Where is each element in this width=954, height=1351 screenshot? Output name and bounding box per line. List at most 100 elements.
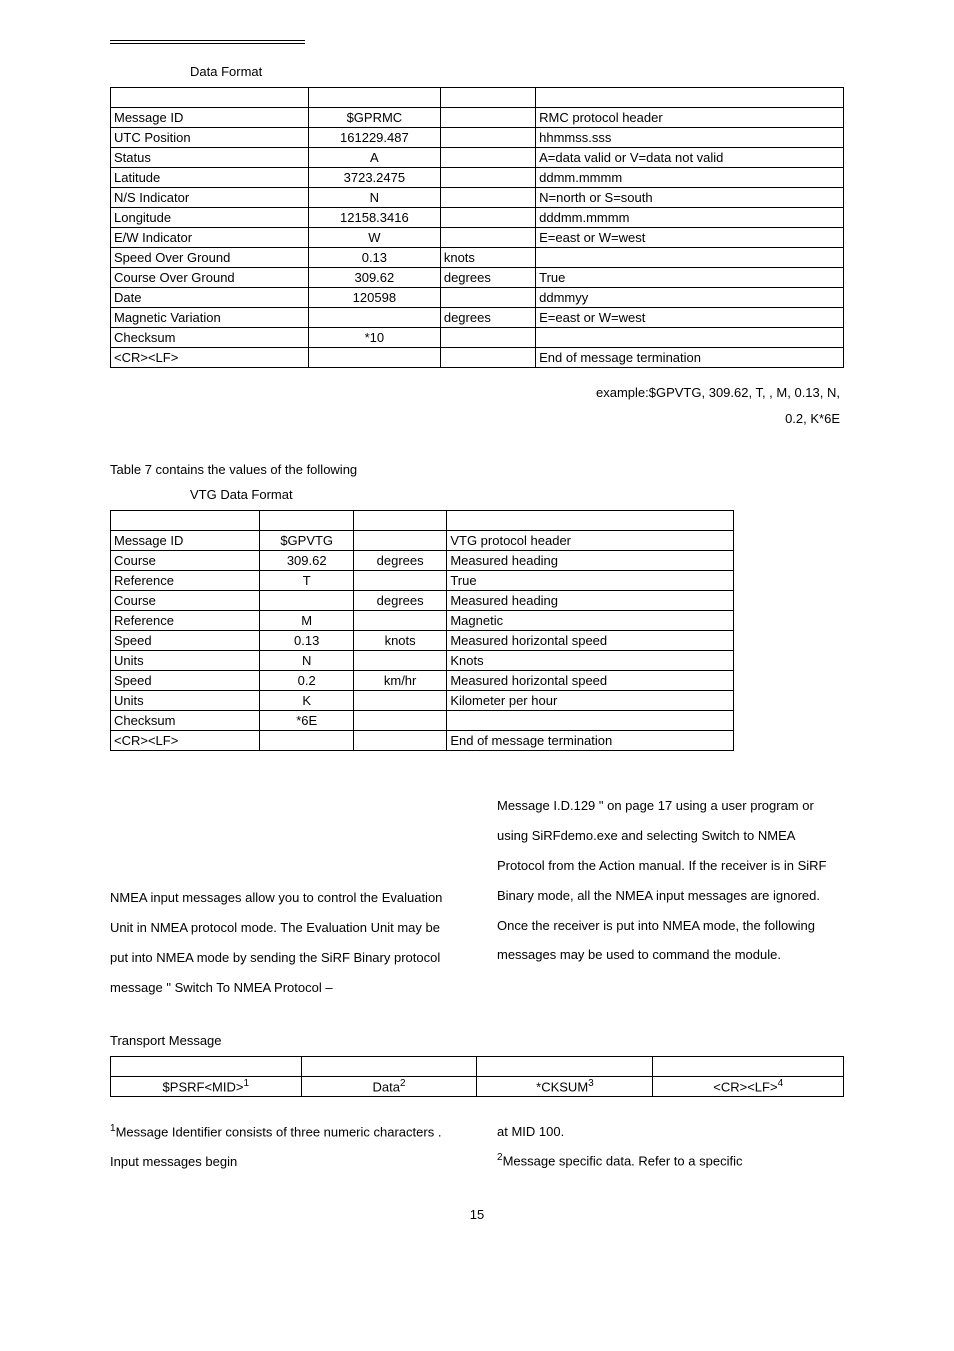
rmc-table-caption: Data Format <box>190 64 844 79</box>
table-cell: Longitude <box>111 208 309 228</box>
table-cell: Reference <box>111 571 260 591</box>
table-cell: *10 <box>308 328 440 348</box>
table-cell <box>353 531 446 551</box>
table-cell: dddmm.mmmm <box>536 208 844 228</box>
vtg-table-caption: VTG Data Format <box>190 487 844 502</box>
table-header-cell <box>353 511 446 531</box>
body-right-col: Message I.D.129 " on page 17 using a use… <box>497 791 844 1003</box>
table-cell: Measured heading <box>447 591 734 611</box>
footnote-left: 1Message Identifier consists of three nu… <box>110 1117 457 1177</box>
table-cell: degrees <box>353 551 446 571</box>
table-cell: W <box>308 228 440 248</box>
table-cell: km/hr <box>353 671 446 691</box>
body-left-text: NMEA input messages allow you to control… <box>110 890 442 995</box>
table-cell: E=east or W=west <box>536 308 844 328</box>
table-cell: 309.62 <box>260 551 353 571</box>
table-header-cell <box>536 88 844 108</box>
table-cell <box>353 651 446 671</box>
table-cell: 0.13 <box>308 248 440 268</box>
footnote-right-top: at MID 100. <box>497 1124 564 1139</box>
table-cell: K <box>260 691 353 711</box>
table-cell: N <box>308 188 440 208</box>
table-cell: Units <box>111 691 260 711</box>
table-cell: <CR><LF> <box>111 348 309 368</box>
table-cell <box>353 731 446 751</box>
table-cell <box>260 591 353 611</box>
table-cell: A=data valid or V=data not valid <box>536 148 844 168</box>
table-cell: E/W Indicator <box>111 228 309 248</box>
table-cell: RMC protocol header <box>536 108 844 128</box>
table-cell <box>353 711 446 731</box>
table-header-cell <box>447 511 734 531</box>
table-cell: degrees <box>353 591 446 611</box>
footnotes: 1Message Identifier consists of three nu… <box>110 1117 844 1177</box>
table-cell: *CKSUM3 <box>477 1076 653 1096</box>
table-cell: End of message termination <box>536 348 844 368</box>
table-cell: N/S Indicator <box>111 188 309 208</box>
table-header-cell <box>440 88 535 108</box>
footnote-right-text: Message specific data. Refer to a specif… <box>503 1154 743 1169</box>
page-number: 15 <box>110 1207 844 1222</box>
table-cell: Measured horizontal speed <box>447 671 734 691</box>
table-cell <box>353 611 446 631</box>
table-cell: Checksum <box>111 328 309 348</box>
table-cell: ddmmyy <box>536 288 844 308</box>
table-cell: Measured horizontal speed <box>447 631 734 651</box>
transport-table: $PSRF<MID>1Data2*CKSUM3<CR><LF>4 <box>110 1056 844 1097</box>
table-cell: Speed <box>111 671 260 691</box>
table-cell: Kilometer per hour <box>447 691 734 711</box>
table-cell: <CR><LF> <box>111 731 260 751</box>
table-cell <box>536 248 844 268</box>
body-left-col: NMEA input messages allow you to control… <box>110 791 457 1003</box>
table-cell <box>440 288 535 308</box>
table-cell: Data2 <box>301 1076 477 1096</box>
table-cell <box>447 711 734 731</box>
table-cell: Course Over Ground <box>111 268 309 288</box>
table-cell: 3723.2475 <box>308 168 440 188</box>
body-columns: NMEA input messages allow you to control… <box>110 791 844 1003</box>
table-cell: Measured heading <box>447 551 734 571</box>
table-cell: $GPRMC <box>308 108 440 128</box>
table-cell: $PSRF<MID>1 <box>111 1076 302 1096</box>
table-cell: knots <box>353 631 446 651</box>
table-cell: Date <box>111 288 309 308</box>
table-cell: M <box>260 611 353 631</box>
example-line-1: example:$GPVTG, 309.62, T, , M, 0.13, N, <box>596 385 840 400</box>
table-cell <box>440 108 535 128</box>
body-right-text: Message I.D.129 " on page 17 using a use… <box>497 798 826 962</box>
table-cell: UTC Position <box>111 128 309 148</box>
table-cell <box>440 188 535 208</box>
table-cell: Magnetic Variation <box>111 308 309 328</box>
table-cell: ddmm.mmmm <box>536 168 844 188</box>
table-cell <box>308 308 440 328</box>
table-cell: 0.13 <box>260 631 353 651</box>
table-cell: <CR><LF>4 <box>653 1076 844 1096</box>
table-cell: Message ID <box>111 108 309 128</box>
example-text: example:$GPVTG, 309.62, T, , M, 0.13, N,… <box>110 380 844 432</box>
table-cell: Knots <box>447 651 734 671</box>
table-cell: N=north or S=south <box>536 188 844 208</box>
table-header-cell <box>301 1056 477 1076</box>
table-header-cell <box>477 1056 653 1076</box>
table-cell: Status <box>111 148 309 168</box>
table-cell: True <box>536 268 844 288</box>
table-header-cell <box>260 511 353 531</box>
table-header-cell <box>111 88 309 108</box>
table-cell: knots <box>440 248 535 268</box>
table-cell <box>440 228 535 248</box>
table-cell: 12158.3416 <box>308 208 440 228</box>
table-cell <box>353 691 446 711</box>
table-header-cell <box>653 1056 844 1076</box>
table-cell: VTG protocol header <box>447 531 734 551</box>
rmc-table: Message ID$GPRMC RMC protocol header UTC P… <box>110 87 844 368</box>
table-cell <box>536 328 844 348</box>
table-cell: T <box>260 571 353 591</box>
table-header-cell <box>111 1056 302 1076</box>
table-cell: Magnetic <box>447 611 734 631</box>
table-cell: Course <box>111 591 260 611</box>
footnote-left-text: Message Identifier consists of three num… <box>110 1124 441 1169</box>
table-cell: E=east or W=west <box>536 228 844 248</box>
table-cell: Reference <box>111 611 260 631</box>
table-cell <box>440 208 535 228</box>
table-cell: Speed Over Ground <box>111 248 309 268</box>
